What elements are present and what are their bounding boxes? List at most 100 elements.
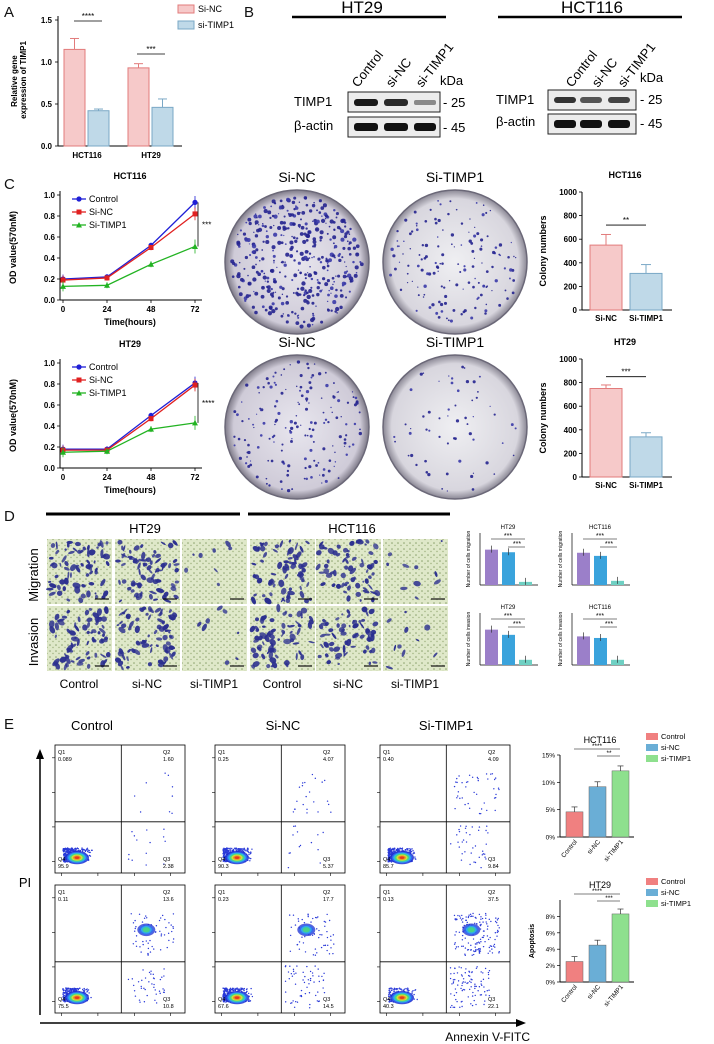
panel-c-point: [60, 283, 66, 289]
flow-q2-label: Q2: [488, 890, 495, 896]
flow-q4-label: Q4: [58, 857, 65, 863]
panel-d: HT29 HCT116 Migration Invasion Control si…: [26, 512, 630, 691]
flow-q1-value: 0.23: [218, 897, 229, 903]
flow-q1-value: 0.25: [218, 757, 229, 763]
panel-c-growth-line: [63, 382, 196, 450]
panel-c: HCT116 0.0 0.2 0.4 0.6 0.8 1.0 0 24 48 72 Time(hour…: [8, 169, 672, 500]
panel-d-bar-sig: ***: [596, 613, 604, 620]
colony-plate-ht29-sitimp1: [382, 354, 528, 500]
panel-a-bar: [63, 48, 86, 147]
panel-d-bar-sig: ***: [504, 613, 512, 620]
panel-c-colony-ytick: 0: [573, 473, 578, 482]
panel-c-xtick-label: 0: [61, 305, 66, 314]
panel-b-size-45-2: - 45: [640, 116, 662, 131]
panel-c-point: [60, 277, 66, 283]
panel-d-col-label: si-NC: [132, 677, 162, 691]
flow-q2-value: 4.07: [323, 757, 334, 763]
flow-q1-value: 0.13: [383, 897, 394, 903]
panel-c-point: [104, 282, 110, 288]
panel-c-point: [148, 245, 154, 250]
panel-d-bar-ylabel: Number of cells migration: [558, 530, 564, 587]
flow-q2-value: 1.60: [163, 757, 174, 763]
panel-d-col-label: si-NC: [333, 677, 363, 691]
panel-e-apoptosis-bar: [611, 913, 630, 983]
flow-q2-label: Q2: [488, 750, 495, 756]
panel-d-bar-ylabel: Number of cells invasion: [466, 612, 472, 667]
panel-d-bar-title: HCT116: [589, 525, 612, 531]
flow-q2-label: Q2: [323, 890, 330, 896]
panel-c-colony-ytick: 200: [564, 449, 578, 458]
panel-c-colony-ytick: 600: [564, 235, 578, 244]
panel-c-point: [104, 275, 110, 281]
flow-q1-label: Q1: [383, 750, 390, 756]
flow-q3-value: 22.1: [488, 1004, 499, 1010]
flow-q3-label: Q3: [163, 997, 170, 1003]
panel-e-col-sitimp1: Si-TIMP1: [419, 718, 473, 733]
panel-c-colony-title: HT29: [614, 337, 636, 347]
panel-c-point: [192, 199, 198, 205]
panel-d-row-migration: Migration: [26, 548, 41, 601]
panel-c-legend-label: Si-TIMP1: [89, 220, 127, 230]
colony-plate-hct116-sinc: [224, 189, 370, 335]
panel-d-bar-ylabel: Number of cells invasion: [558, 612, 564, 667]
flow-q2-label: Q2: [323, 750, 330, 756]
panel-b-title-ht29: HT29: [341, 0, 383, 17]
flow-q3-value: 10.8: [163, 1004, 174, 1010]
panel-d-bar: [594, 555, 607, 585]
panel-e-y-axis-pi: PI: [19, 875, 31, 890]
panel-b-size-45-1: - 45: [443, 120, 465, 135]
panel-c-ytick-label: 0.2: [44, 443, 56, 452]
panel-c-point: [192, 243, 198, 249]
flow-q2-value: 17.7: [323, 897, 334, 903]
panel-e-bar-ytick: 0%: [546, 835, 556, 842]
panel-label-c: C: [4, 176, 15, 193]
panel-label-e: E: [4, 716, 15, 733]
panel-e-bar-ytick: 10%: [542, 780, 555, 787]
panel-a-chart: Relative gene expression of TIMP1 0.0 0.5…: [10, 4, 234, 160]
panel-a-ytick-label: 0.5: [41, 100, 53, 109]
panel-d-title-hct116: HCT116: [328, 521, 375, 536]
panel-b-protein-actin-2: β-actin: [496, 114, 535, 129]
panel-c-ytick-label: 0.6: [44, 233, 56, 242]
panel-e-bar-title: HCT116: [584, 735, 617, 745]
panel-b-lane-sinc-1: si-NC: [383, 55, 415, 90]
panel-c-ytick-label: 0.4: [44, 254, 56, 263]
panel-d-col-label: Control: [263, 677, 302, 691]
panel-c-point: [192, 211, 198, 217]
panel-e-bar-ytick: 5%: [546, 807, 556, 814]
panel-e-apoptosis-bar: [588, 944, 607, 983]
panel-c-point: [192, 419, 198, 426]
panel-c-ytick-label: 0.4: [44, 422, 56, 431]
panel-label-b: B: [244, 4, 255, 21]
panel-e-legend-label: Control: [661, 877, 686, 886]
panel-c-colony-title: HCT116: [608, 170, 641, 180]
panel-e-bar-sig: ****: [592, 743, 603, 750]
panel-a-ytick-label: 1.0: [41, 58, 53, 67]
panel-c-ytick-label: 0.0: [44, 296, 56, 305]
flow-q4-value: 67.6: [218, 1004, 229, 1010]
panel-c-colony-xtick: Si-NC: [595, 314, 617, 323]
panel-d-col-label: Control: [60, 677, 99, 691]
panel-e-legend-swatch: [646, 900, 658, 907]
panel-c-legend-label: Control: [89, 362, 118, 372]
panel-e-bar-xtick: si-NC: [586, 984, 602, 1001]
panel-label-d: D: [4, 508, 15, 525]
panel-c-point: [60, 449, 66, 455]
panel-e-bar-title: HT29: [589, 880, 611, 890]
panel-c-colony-xtick: Si-NC: [595, 481, 617, 490]
flow-q4-label: Q4: [383, 857, 390, 863]
panel-d-bar: [502, 634, 515, 665]
panel-c-colony-ytick: 600: [564, 402, 578, 411]
flow-q1-value: 0.089: [58, 757, 72, 763]
panel-a-ytick-label: 0.0: [41, 142, 53, 151]
panel-c-growth-line: [62, 422, 196, 453]
flow-q1-label: Q1: [218, 890, 225, 896]
panel-e-bar-sig: ****: [592, 888, 603, 895]
panel-c-growth-line: [62, 213, 196, 281]
panel-c-growth-line: [62, 201, 196, 280]
panel-c-ylabel: OD value(570nM): [8, 379, 18, 452]
panel-e-apoptosis-bar: [565, 811, 584, 838]
flow-q2-value: 4.09: [488, 757, 499, 763]
panel-c-xtick-label: 24: [103, 305, 112, 314]
panel-a-bar: [151, 106, 174, 147]
